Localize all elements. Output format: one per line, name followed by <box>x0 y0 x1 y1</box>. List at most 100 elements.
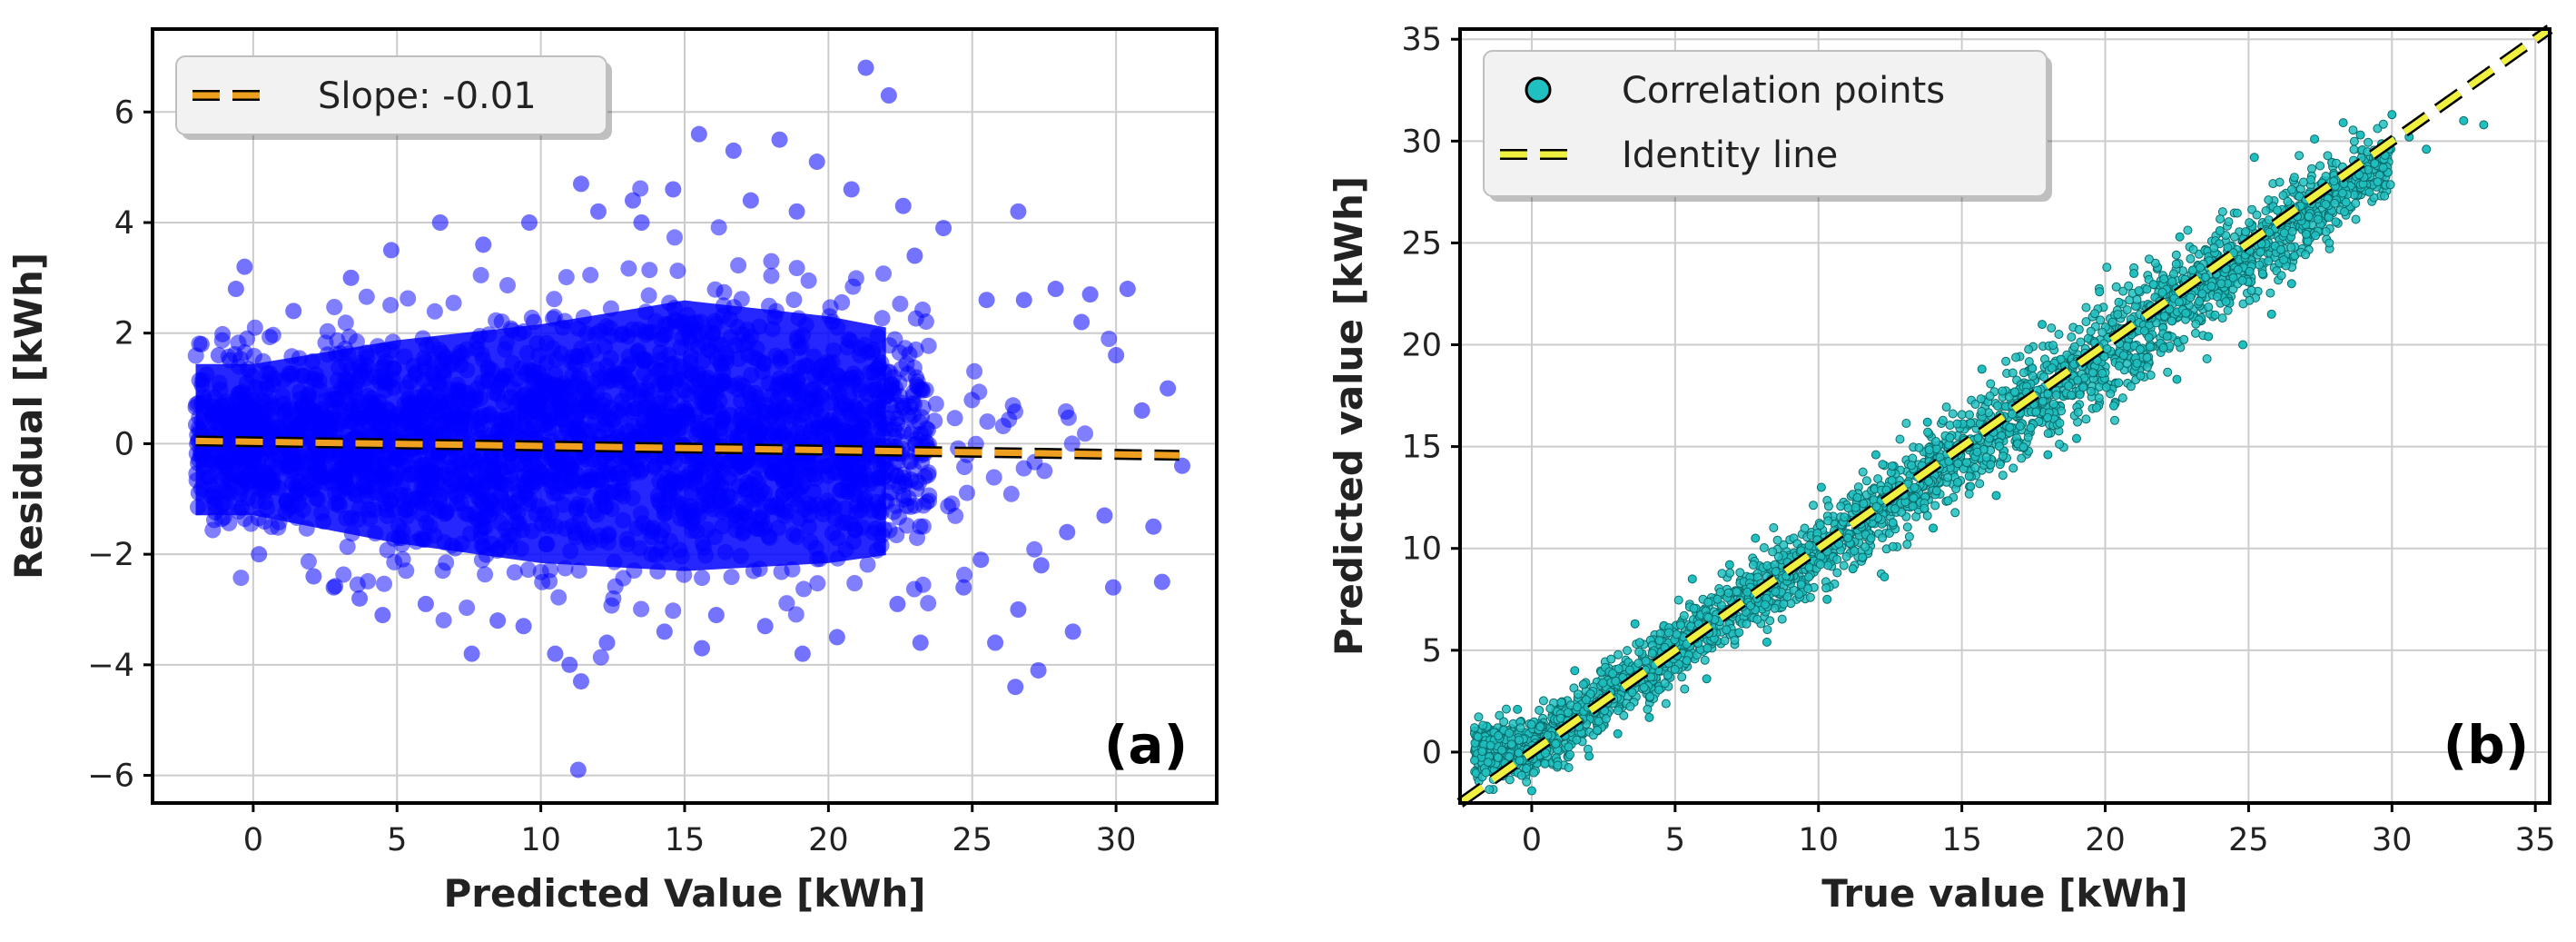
panel-a-residual-point <box>846 575 864 591</box>
panel-a-residual-point-21 <box>1081 286 1099 303</box>
panel-a-residual-point-28 <box>1059 523 1076 540</box>
panel-a-residual-point-72 <box>202 468 219 485</box>
panel-b-correlation-point <box>2257 269 2267 279</box>
panel-b-correlation-point <box>2364 137 2374 147</box>
panel-b-correlation-point <box>1700 655 1710 665</box>
panel-a-residual-point-57 <box>285 302 302 320</box>
panel-a-residual-point-53 <box>707 607 725 624</box>
panel-a-residual-point-22 <box>1015 292 1032 309</box>
panel-a-residual-point <box>795 580 813 598</box>
panel-a-xtick-label-5: 25 <box>952 822 992 858</box>
panel-a-residual-point-10 <box>624 192 641 209</box>
panel-a-residual-point <box>914 576 932 593</box>
panel-b-correlation-point <box>1998 471 2008 481</box>
panel-a-residual-point-71 <box>210 347 227 364</box>
panel-a-residual-point <box>242 515 260 532</box>
panel-a-residual-point <box>300 553 317 570</box>
panel-a-residual-point <box>329 332 346 349</box>
panel-a-residual-point <box>445 294 462 312</box>
panel-a-residual-point-63 <box>978 292 995 309</box>
panel-b-correlation-point <box>1777 614 1787 624</box>
panel-a-residual-point <box>358 288 375 305</box>
panel-a-residual-point-70 <box>325 579 342 596</box>
panel-b-correlation-point <box>1902 540 1912 550</box>
panel-a-residual-point-20 <box>1119 281 1136 298</box>
panel-a-residual-point <box>888 527 905 543</box>
panel-a-residual-point <box>640 287 657 304</box>
panel-b-correlation-point <box>1623 646 1632 656</box>
panel-a-residual-point-65 <box>1108 347 1125 364</box>
panel-b-correlation-point <box>1501 704 1511 714</box>
panel-a-residual-point <box>723 569 740 586</box>
panel-a-residual-point-42 <box>598 634 616 651</box>
panel-a-residual-point <box>506 564 523 581</box>
panel-a-residual-point <box>398 562 415 580</box>
panel-a-residual-point <box>920 595 937 611</box>
panel-a-ytick-label-2: −2 <box>87 537 134 573</box>
panel-a-residual-point <box>885 421 903 438</box>
panel-b-correlation-point <box>2223 305 2233 315</box>
panel-a-residual-point-35 <box>1064 623 1081 640</box>
panel-a-residual-point <box>239 330 256 347</box>
panel-b-correlation-point <box>2142 352 2152 362</box>
panel-a-residual-point <box>632 180 649 197</box>
panel-a-residual-point-46 <box>463 645 480 662</box>
panel-a-residual-point <box>335 566 352 583</box>
panel-b-correlation-point <box>1962 458 1971 468</box>
panel-a-residual-point-61 <box>788 203 805 220</box>
panel-a-residual-point <box>459 600 476 616</box>
panel-a-residual-point <box>943 495 961 512</box>
panel-b-correlation-point <box>1993 401 2002 411</box>
panel-b-correlation-point <box>2043 429 2053 439</box>
panel-a-residual-point <box>550 589 568 606</box>
panel-a-residual-point-34 <box>987 634 1004 651</box>
panel-b-correlation-point <box>2159 312 2169 322</box>
panel-a-residual-point <box>844 278 862 295</box>
panel-a-residual-point-45 <box>547 645 564 662</box>
panel-a-residual-point <box>1036 462 1053 480</box>
panel-a-xtick-label-3: 15 <box>665 822 706 858</box>
panel-b-correlation-point <box>2096 315 2106 325</box>
panel-b-correlation-point <box>1765 616 1775 626</box>
panel-a-residual-point <box>763 253 780 270</box>
panel-a-legend-label: Slope: -0.01 <box>318 75 537 117</box>
panel-b-correlation-point <box>1495 710 1505 720</box>
panel-a-residual-point <box>913 409 930 426</box>
panel-a-residual-point <box>710 219 727 236</box>
panel-b-correlation-point <box>1836 501 1846 511</box>
panel-a-residual-point <box>1063 435 1081 452</box>
panel-a-residual-point <box>946 410 963 427</box>
panel-a-residual-point-31 <box>1104 579 1121 596</box>
panel-a-residual-point-37 <box>1007 679 1024 696</box>
panel-a-residual-point-51 <box>569 761 587 778</box>
panel-a-residual-point <box>665 602 682 620</box>
panel-b-correlation-point <box>1904 531 1914 541</box>
panel-b-correlation-point <box>1948 409 1958 419</box>
panel-b-correlation-point <box>1770 603 1780 613</box>
panel-a-residual-point <box>730 257 747 274</box>
panel-b-correlation-point <box>1823 501 1833 511</box>
panel-b-correlation-point <box>2113 310 2123 320</box>
panel-a-residual-point <box>966 362 983 380</box>
panel-b-correlation-point <box>2349 136 2359 146</box>
panel-b-correlation-point <box>1850 546 1860 556</box>
panel-a-legend: Slope: -0.01 <box>175 55 612 140</box>
panel-b-correlation-point <box>1643 704 1653 714</box>
panel-a-residual-point <box>926 412 943 430</box>
panel-a-residual-point-58 <box>382 242 400 259</box>
panel-a-ytick-label-4: 2 <box>114 316 134 352</box>
panel-a-residual-point-1 <box>880 87 897 104</box>
panel-a-residual-point-64 <box>1073 313 1091 331</box>
panel-a-residual-point-0 <box>857 59 874 76</box>
panel-a-residual-point-52 <box>912 634 929 651</box>
panel-a-residual-point-59 <box>475 236 492 253</box>
panel-b-correlation-point <box>1861 476 1871 486</box>
panel-a-residual-point <box>607 578 624 595</box>
panel-b-correlation-point <box>1941 402 1951 412</box>
panel-b-correlation-point <box>2252 210 2262 220</box>
panel-a-residual-point <box>1007 403 1023 421</box>
panel-b-correlation-point <box>2110 415 2119 425</box>
panel-a-residual-point <box>800 272 817 289</box>
